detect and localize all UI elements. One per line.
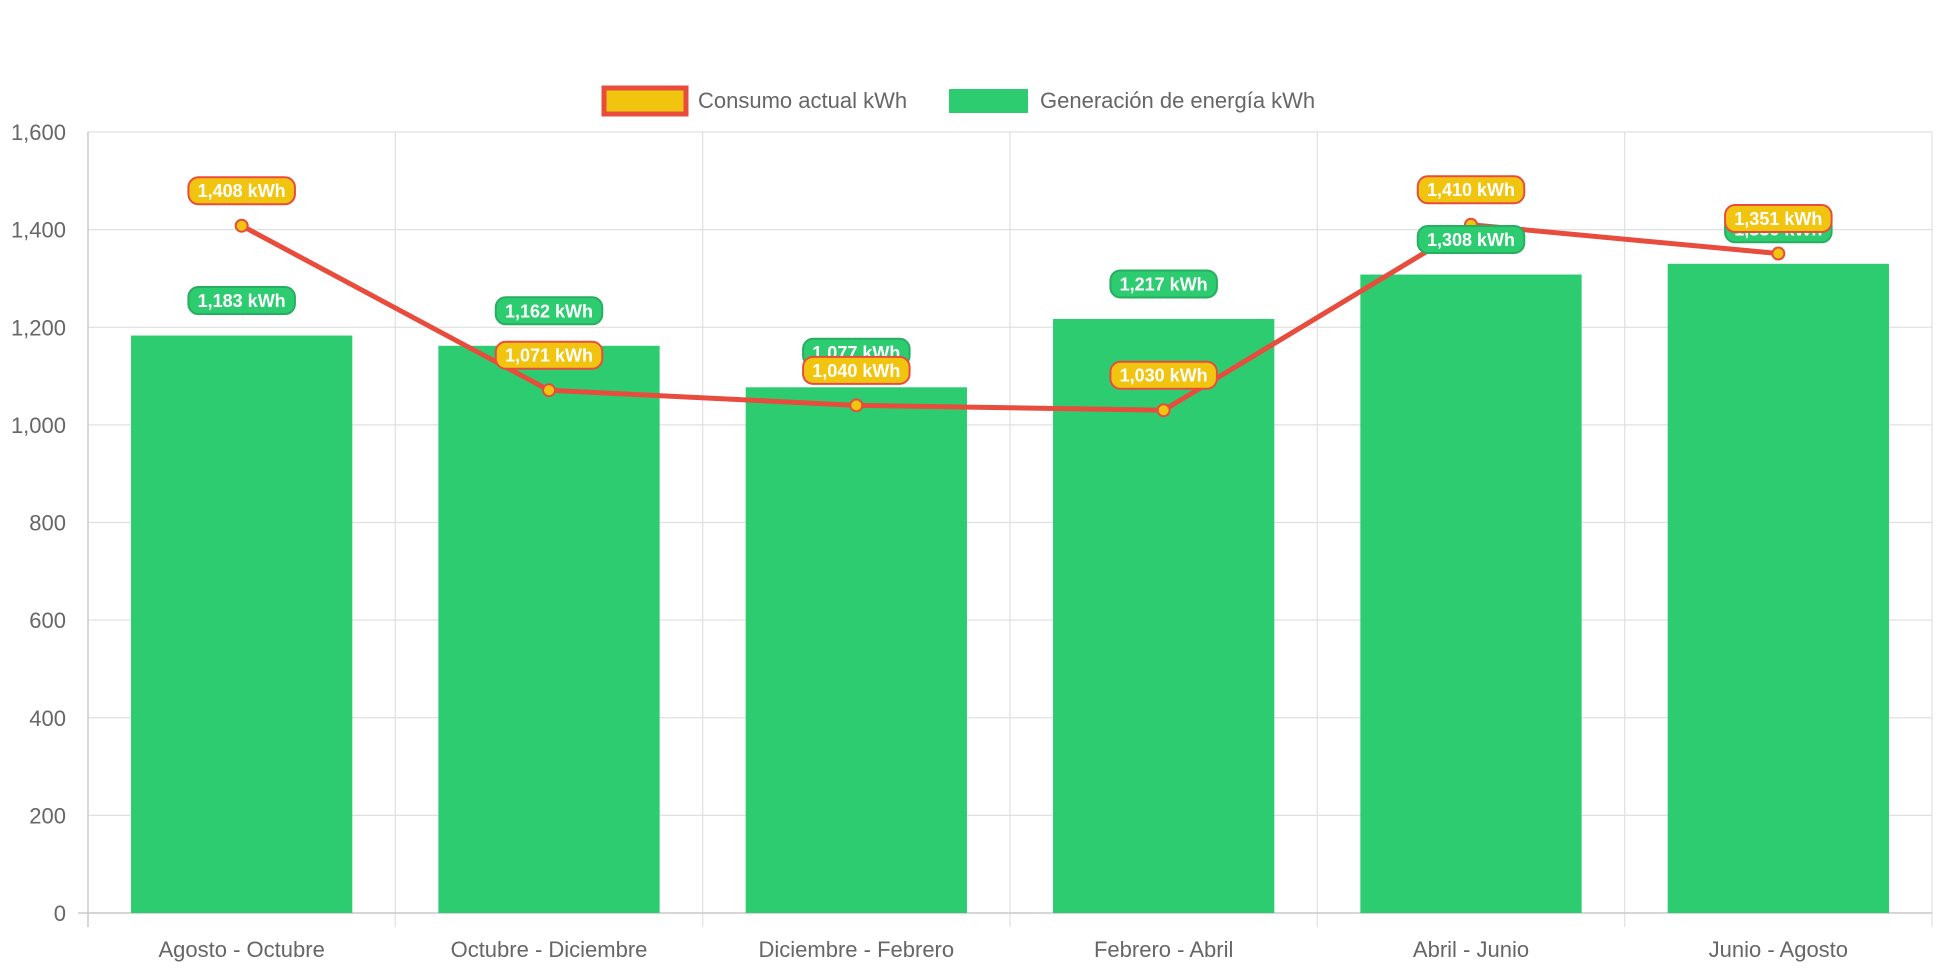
line-point[interactable] [1771, 246, 1786, 261]
legend-label-generacion: Generación de energía kWh [1040, 88, 1315, 113]
bar-data-label: 1,217 kWh [1109, 269, 1218, 299]
line-data-label-bg [1109, 360, 1218, 390]
legend-swatch-consumo [601, 85, 689, 117]
y-axis: 0 200 400 600 800 1,000 1,200 1,400 1,600 [11, 120, 89, 927]
line-point[interactable] [542, 383, 556, 398]
legend-item-consumo[interactable]: Consumo actual kWh [601, 85, 907, 117]
y-tick-label: 600 [29, 608, 66, 633]
line-data-label-bg [1416, 175, 1526, 205]
line-data-label-text: 1,410 kWh [1427, 180, 1515, 200]
bar-data-label-text: 1,162 kWh [505, 301, 593, 321]
bar[interactable] [438, 345, 660, 914]
legend-swatch-generacion [949, 89, 1028, 113]
x-tick-label: Febrero - Abril [1094, 937, 1233, 962]
bar-series [131, 263, 1889, 914]
bar-data-label-bg [187, 286, 296, 316]
bar-data-label-bg [1109, 269, 1218, 299]
x-tick-label: Abril - Junio [1413, 937, 1529, 962]
grid-lines [87, 131, 1933, 927]
bar-data-label: 1,162 kWh [494, 296, 604, 326]
line-point[interactable] [1156, 403, 1171, 418]
y-tick-label: 400 [29, 706, 66, 731]
x-tick-label: Octubre - Diciembre [451, 937, 648, 962]
bar-data-label: 1,183 kWh [187, 286, 296, 316]
bar[interactable] [1667, 263, 1889, 913]
line-point[interactable] [849, 398, 864, 413]
y-tick-label: 0 [54, 901, 66, 926]
bar-data-label-bg [1416, 225, 1526, 255]
bar-data-label-text: 1,308 kWh [1427, 230, 1515, 250]
y-tick-label: 800 [29, 511, 66, 536]
line-data-label-text: 1,071 kWh [505, 346, 593, 366]
legend-item-generacion[interactable]: Generación de energía kWh [949, 88, 1315, 113]
line-data-label-text: 1,030 kWh [1120, 366, 1208, 386]
legend-label-consumo: Consumo actual kWh [698, 88, 907, 113]
line-data-label: 1,410 kWh [1416, 175, 1526, 205]
line-data-label: 1,351 kWh [1724, 204, 1833, 234]
line-data-label: 1,408 kWh [187, 176, 296, 206]
line-data-label: 1,030 kWh [1109, 360, 1218, 390]
line-data-label-bg [1724, 204, 1833, 234]
line-data-label-text: 1,408 kWh [198, 181, 286, 201]
bar[interactable] [745, 387, 967, 913]
bar[interactable] [1053, 318, 1275, 913]
y-tick-label: 1,600 [11, 120, 66, 145]
line-data-labels: 1,408 kWh 1,071 kWh 1,040 kWh 1,030 kWh 1,41… [187, 175, 1833, 390]
x-tick-label: Diciembre - Febrero [759, 937, 955, 962]
y-tick-label: 1,200 [11, 315, 66, 340]
bar[interactable] [1360, 274, 1582, 914]
bar-data-label: 1,308 kWh [1416, 225, 1526, 255]
legend: Consumo actual kWh Generación de energía… [601, 85, 1315, 117]
x-axis: Agosto - Octubre Octubre - Diciembre Dicie… [78, 912, 1932, 962]
line-data-label-bg [187, 176, 296, 206]
line-point[interactable] [234, 218, 249, 233]
line-data-label-bg [802, 355, 911, 385]
y-tick-label: 1,000 [11, 413, 66, 438]
bar-data-label-text: 1,183 kWh [198, 291, 286, 311]
x-tick-label: Agosto - Octubre [159, 937, 325, 962]
bar-data-label-bg [494, 296, 604, 326]
x-tick-label: Junio - Agosto [1709, 937, 1848, 962]
line-data-label-text: 1,351 kWh [1734, 209, 1822, 229]
y-tick-label: 200 [29, 803, 66, 828]
line-data-label: 1,040 kWh [802, 355, 911, 385]
bar[interactable] [131, 335, 353, 914]
line-data-label-bg [494, 340, 604, 370]
line-data-label-text: 1,040 kWh [812, 361, 900, 381]
line-data-label: 1,071 kWh [494, 340, 604, 370]
bar-data-label-text: 1,217 kWh [1120, 274, 1208, 294]
y-tick-label: 1,400 [11, 218, 66, 243]
